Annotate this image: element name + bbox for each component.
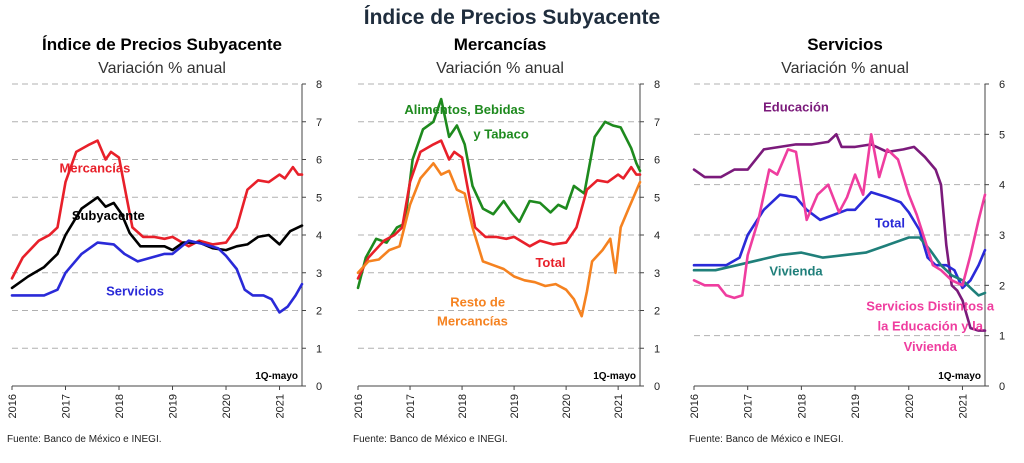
chart-panel-3: Servicios Variación % anual 0 1 2 3 4 5 6 2016 201… — [689, 35, 1005, 445]
series-line — [356, 162, 642, 318]
series-label: Servicios — [106, 283, 164, 298]
y-tick-label: 1 — [654, 343, 660, 355]
series-line — [692, 190, 987, 290]
y-tick-label: 7 — [316, 117, 322, 129]
series-line — [10, 196, 304, 290]
y-tick-label: 2 — [654, 306, 660, 318]
y-tick-label: 6 — [999, 79, 1005, 91]
series-line — [10, 239, 304, 314]
x-tick-label: 2016 — [689, 394, 701, 418]
x-tick-label: 2016 — [353, 394, 365, 418]
date-note: 1Q-mayo — [938, 371, 981, 382]
x-tick-label: 2021 — [613, 394, 625, 418]
main-title: Índice de Precios Subyacente — [363, 6, 661, 29]
series-line — [692, 133, 987, 332]
date-note: 1Q-mayo — [255, 371, 298, 382]
x-tick-label: 2018 — [457, 394, 469, 418]
series-label: Total — [875, 215, 905, 230]
x-tick-label: 2020 — [904, 394, 916, 418]
x-tick-label: 2016 — [7, 394, 19, 418]
series-label: Mercancías — [60, 161, 131, 176]
series-label: Vivienda — [904, 339, 958, 354]
y-tick-label: 8 — [654, 79, 660, 91]
series-line — [692, 133, 987, 300]
chart-title: Índice de Precios Subyacente — [42, 35, 282, 54]
series-label: Resto de — [450, 295, 505, 310]
x-tick-label: 2019 — [850, 394, 862, 418]
x-tick-label: 2020 — [561, 394, 573, 418]
y-tick-label: 3 — [999, 230, 1005, 242]
y-tick-label: 2 — [999, 280, 1005, 292]
y-tick-label: 2 — [316, 306, 322, 318]
x-tick-label: 2017 — [61, 394, 73, 418]
y-tick-label: 3 — [316, 268, 322, 280]
x-tick-label: 2018 — [796, 394, 808, 418]
x-tick-label: 2021 — [957, 394, 969, 418]
chart-subtitle: Variación % anual — [98, 60, 226, 77]
y-tick-label: 1 — [316, 343, 322, 355]
y-tick-label: 7 — [654, 117, 660, 129]
y-tick-label: 1 — [999, 331, 1005, 343]
series-label: Vivienda — [769, 263, 823, 278]
x-tick-label: 2021 — [275, 394, 287, 418]
x-tick-label: 2020 — [221, 394, 233, 418]
x-tick-label: 2019 — [168, 394, 180, 418]
series-line — [356, 139, 642, 280]
source-note: Fuente: Banco de México e INEGI. — [7, 434, 162, 445]
x-tick-label: 2018 — [114, 394, 126, 418]
chart-panel-2: Mercancías Variación % anual 0 1 2 3 4 5 6 7 8 2016… — [353, 35, 660, 445]
chart-title: Mercancías — [454, 35, 547, 54]
series-label: Mercancías — [437, 314, 508, 329]
series-line — [692, 236, 987, 297]
y-tick-label: 5 — [654, 192, 660, 204]
x-tick-label: 2019 — [509, 394, 521, 418]
y-tick-label: 4 — [999, 180, 1005, 192]
series-label: la Educación y la — [877, 319, 983, 334]
x-tick-label: 2017 — [405, 394, 417, 418]
y-tick-label: 8 — [316, 79, 322, 91]
date-note: 1Q-mayo — [593, 371, 636, 382]
y-tick-label: 0 — [999, 381, 1005, 393]
chart-subtitle: Variación % anual — [781, 60, 909, 77]
chart-panel-1: Índice de Precios Subyacente Variación % … — [7, 35, 322, 445]
source-note: Fuente: Banco de México e INEGI. — [689, 434, 844, 445]
y-tick-label: 6 — [654, 155, 660, 167]
series-label: Alimentos, Bebidas — [404, 102, 525, 117]
y-tick-label: 6 — [316, 155, 322, 167]
chart-subtitle: Variación % anual — [436, 60, 564, 77]
y-tick-label: 5 — [999, 129, 1005, 141]
source-note: Fuente: Banco de México e INEGI. — [353, 434, 508, 445]
y-tick-label: 0 — [316, 381, 322, 393]
x-tick-label: 2017 — [743, 394, 755, 418]
series-label: Servicios Distintos a — [866, 299, 995, 314]
series-label: Total — [535, 255, 565, 270]
y-tick-label: 5 — [316, 192, 322, 204]
series-label: y Tabaco — [473, 127, 528, 142]
y-tick-label: 4 — [654, 230, 660, 242]
chart-title: Servicios — [807, 35, 883, 54]
series-line — [10, 139, 304, 280]
series-label: Educación — [763, 100, 829, 115]
y-tick-label: 0 — [654, 381, 660, 393]
y-tick-label: 3 — [654, 268, 660, 280]
series-label: Subyacente — [72, 208, 145, 223]
y-tick-label: 4 — [316, 230, 322, 242]
